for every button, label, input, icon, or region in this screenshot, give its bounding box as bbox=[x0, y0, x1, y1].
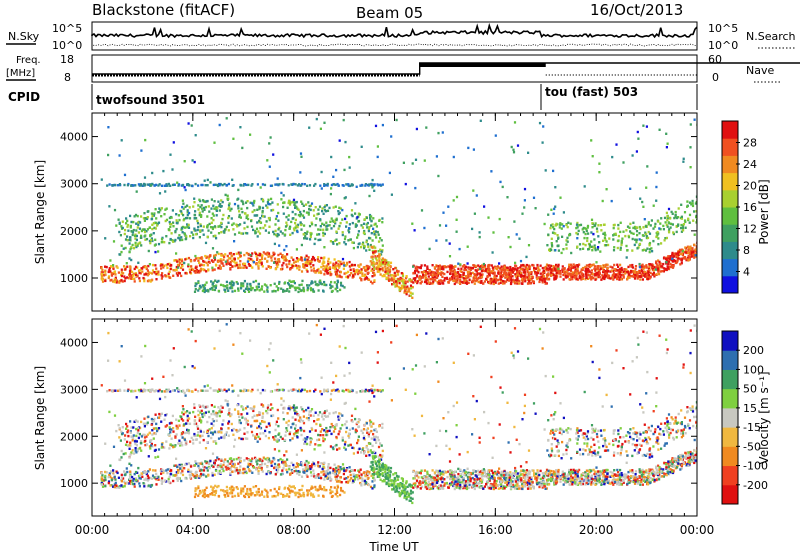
time-xtick: 12:00 bbox=[377, 523, 412, 537]
power-colorbar-tick: 4 bbox=[743, 266, 750, 279]
power-colorbar-tick: 12 bbox=[743, 223, 757, 236]
velocity-colorbar-tick: 50 bbox=[743, 383, 757, 396]
noise-left-label: N.Sky bbox=[8, 30, 40, 43]
velocity-panel: 1000 2000 3000 4000 00:00 04:00 08:00 12:00 16:… bbox=[33, 113, 771, 554]
nave-tick-high: 60 bbox=[708, 53, 722, 66]
power-colorbar-label: Power [dB] bbox=[757, 179, 771, 244]
beam-title: Beam 05 bbox=[356, 4, 423, 22]
freq-label: Freq. bbox=[16, 55, 41, 66]
velocity-ytick: 1000 bbox=[60, 477, 88, 490]
power-ytick: 1000 bbox=[60, 272, 88, 285]
date-title: 16/Oct/2013 bbox=[590, 1, 683, 19]
power-colorbar: 4 8 12 16 20 24 28 bbox=[721, 120, 757, 294]
power-ytick: 2000 bbox=[60, 225, 88, 238]
velocity-colorbar-tick: 200 bbox=[743, 344, 764, 357]
time-xtick: 04:00 bbox=[176, 523, 211, 537]
time-xtick: 20:00 bbox=[579, 523, 614, 537]
velocity-colorbar-tick: -100 bbox=[743, 460, 768, 473]
power-colorbar-tick: 20 bbox=[743, 180, 757, 193]
cpid-panel: CPID twofsound 3501 tou (fast) 503 bbox=[8, 84, 698, 110]
noise-right-tick-high: 10^5 bbox=[708, 22, 738, 35]
noise-right-label: N.Search bbox=[746, 30, 796, 43]
power-ytick: 4000 bbox=[60, 131, 88, 144]
velocity-colorbar: 200 100 50 15 -15 -50 -100 -200 bbox=[721, 330, 768, 505]
noise-left-tick-low: 10^0 bbox=[52, 39, 82, 52]
power-colorbar-tick: 24 bbox=[743, 158, 757, 171]
time-xlabel: Time UT bbox=[368, 540, 419, 554]
power-colorbar-tick: 28 bbox=[743, 137, 757, 150]
cpid-segment-1: twofsound 3501 bbox=[96, 93, 205, 107]
velocity-colorbar-label: Velocity [m s⁻¹] bbox=[757, 371, 771, 464]
velocity-ytick: 3000 bbox=[60, 383, 88, 396]
noise-left-tick-high: 10^5 bbox=[52, 22, 82, 35]
velocity-colorbar-tick: -15 bbox=[743, 421, 761, 434]
nave-tick-low: 0 bbox=[712, 71, 719, 84]
velocity-colorbar-tick: 15 bbox=[743, 402, 757, 415]
freq-panel: Freq. [MHz] 18 8 60 0 Nave bbox=[6, 53, 800, 84]
noise-right-tick-low: 10^0 bbox=[708, 39, 738, 52]
power-ylabel: Slant Range [km] bbox=[33, 160, 47, 264]
power-panel: 1000 2000 3000 4000 Slant Range [km] 4 8 12 16… bbox=[33, 112, 771, 312]
time-xtick: 08:00 bbox=[276, 523, 311, 537]
freq-tick-high: 18 bbox=[60, 53, 74, 66]
power-colorbar-tick: 8 bbox=[743, 244, 750, 257]
cpid-label: CPID bbox=[8, 90, 40, 104]
power-ytick: 3000 bbox=[60, 178, 88, 191]
nave-label: Nave bbox=[746, 64, 774, 77]
time-xtick: 00:00 bbox=[75, 523, 110, 537]
freq-tick-low: 8 bbox=[64, 71, 71, 84]
velocity-colorbar-tick: 100 bbox=[743, 363, 764, 376]
velocity-colorbar-tick: -50 bbox=[743, 440, 761, 453]
time-xtick: 16:00 bbox=[478, 523, 513, 537]
velocity-ytick: 2000 bbox=[60, 430, 88, 443]
velocity-ytick: 4000 bbox=[60, 336, 88, 349]
power-colorbar-tick: 16 bbox=[743, 201, 757, 214]
station-title: Blackstone (fitACF) bbox=[92, 1, 235, 19]
freq-unit: [MHz] bbox=[6, 68, 35, 79]
time-xtick: 00:00 bbox=[680, 523, 715, 537]
velocity-ylabel: Slant Range [km] bbox=[33, 366, 47, 470]
velocity-colorbar-tick: -200 bbox=[743, 479, 768, 492]
noise-panel: N.Sky 10^5 10^0 10^5 10^0 N.Search bbox=[6, 21, 796, 52]
cpid-segment-2: tou (fast) 503 bbox=[545, 85, 638, 99]
